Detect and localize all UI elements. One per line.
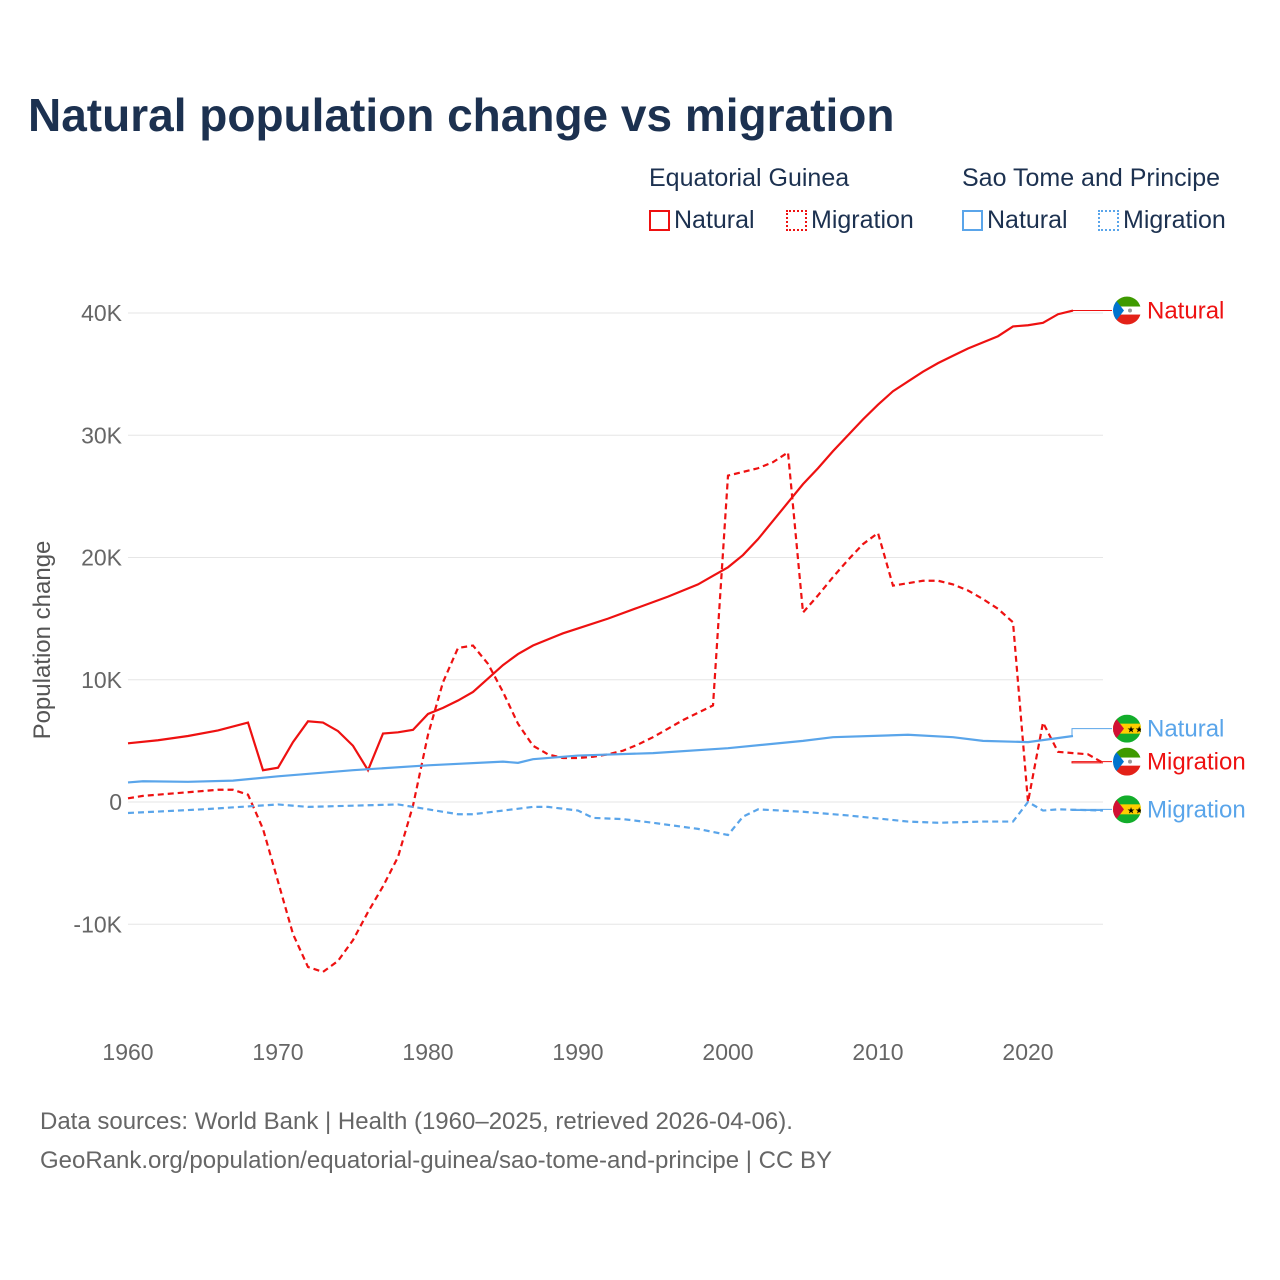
series-line-gq-natural — [127, 309, 1074, 773]
label-connector — [1071, 728, 1112, 737]
x-tick-label: 1970 — [252, 1039, 303, 1065]
series-end-label: Natural — [1147, 716, 1224, 743]
y-tick-label: -10K — [73, 911, 122, 937]
y-tick-label: 30K — [81, 422, 123, 448]
flag-st-icon — [1113, 795, 1143, 823]
x-tick-label: 2000 — [702, 1039, 753, 1065]
series-line-st-migration — [127, 800, 1104, 837]
y-tick-label: 10K — [81, 667, 123, 693]
flag-gq-icon — [1113, 748, 1141, 776]
legend-label: Migration — [1123, 206, 1226, 234]
dotted-swatch-icon — [786, 210, 807, 231]
label-connector — [1071, 808, 1112, 812]
y-axis-label: Population change — [29, 541, 56, 740]
y-tick-label: 40K — [81, 300, 123, 326]
legend-item-st-natural[interactable]: Natural — [962, 206, 1068, 235]
y-tick-label: 20K — [81, 545, 123, 571]
legend-item-st-migration[interactable]: Migration — [1098, 206, 1226, 235]
y-tick-label: 0 — [109, 789, 122, 815]
series-line-gq-migration — [127, 450, 1104, 974]
flag-gq-icon — [1113, 297, 1141, 325]
legend-item-gq-migration[interactable]: Migration — [786, 206, 914, 235]
footer-url[interactable]: GeoRank.org/population/equatorial-guinea… — [40, 1147, 833, 1174]
x-tick-label: 1990 — [552, 1039, 603, 1065]
x-tick-label: 2010 — [852, 1039, 903, 1065]
dotted-swatch-icon — [1098, 210, 1119, 231]
series-end-label: Natural — [1147, 298, 1224, 325]
solid-swatch-icon — [649, 210, 670, 231]
flag-st-icon — [1113, 715, 1143, 743]
legend-label: Natural — [674, 206, 755, 234]
legend-label: Natural — [987, 206, 1068, 234]
footer-sources: Data sources: World Bank | Health (1960–… — [40, 1108, 793, 1135]
series-end-label: Migration — [1147, 749, 1246, 776]
x-tick-label: 1960 — [102, 1039, 153, 1065]
series-end-label: Migration — [1147, 796, 1246, 823]
solid-swatch-icon — [962, 210, 983, 231]
legend-label: Migration — [811, 206, 914, 234]
label-connector — [1071, 761, 1112, 764]
x-tick-label: 2020 — [1002, 1039, 1053, 1065]
legend-group-sao-tome: Sao Tome and Principe — [962, 164, 1221, 192]
legend-item-gq-natural[interactable]: Natural — [649, 206, 755, 235]
chart-title: Natural population change vs migration — [28, 89, 895, 141]
series-line-st-natural — [127, 733, 1074, 784]
x-tick-label: 1980 — [402, 1039, 453, 1065]
legend-group-equatorial-guinea: Equatorial Guinea — [649, 164, 850, 192]
